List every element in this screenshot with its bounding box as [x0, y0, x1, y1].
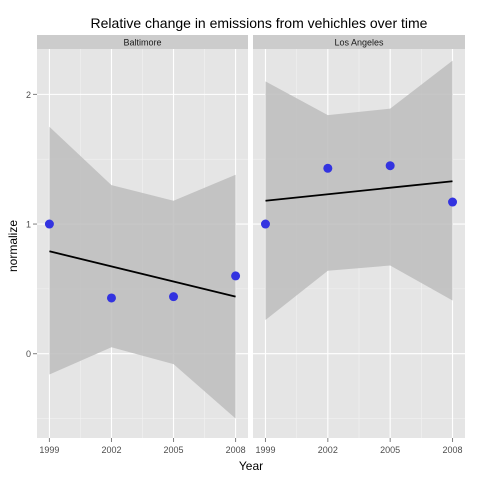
x-tick-label: 1999	[255, 445, 275, 455]
confidence-band	[49, 126, 236, 419]
x-axis-label: Year	[239, 459, 263, 473]
facet-panels: Baltimore 1999 2002 2005 2008 Los Angeles 1999…	[37, 35, 465, 455]
y-tick-label: 0	[26, 349, 31, 359]
facet-panel: Baltimore 1999 2002 2005 2008	[37, 35, 248, 455]
x-tick-label: 2005	[164, 445, 184, 455]
fit-line	[265, 180, 453, 202]
fit-line	[49, 250, 236, 298]
x-tick-label: 2005	[380, 445, 400, 455]
data-point	[385, 161, 395, 171]
facet-strip-label: Baltimore	[123, 38, 161, 48]
facet-strip	[253, 35, 465, 49]
y-tick-label: 2	[26, 90, 31, 100]
x-tick-label: 2002	[318, 445, 338, 455]
data-point	[260, 219, 270, 229]
facet-strip-label: Los Angeles	[334, 38, 384, 48]
y-axis-label: normalize	[6, 220, 20, 272]
data-point	[106, 293, 116, 303]
y-tick-label: 1	[26, 220, 31, 230]
facet-panel: Los Angeles 1999 2002 2005 2008	[253, 35, 465, 455]
data-point	[169, 292, 179, 302]
facet-strip	[37, 35, 248, 49]
chart-title: Relative change in emissions from vehich…	[91, 15, 428, 31]
data-point	[231, 271, 241, 281]
x-tick-label: 2002	[101, 445, 121, 455]
x-tick-label: 1999	[39, 445, 59, 455]
x-tick-label: 2008	[443, 445, 463, 455]
data-point	[448, 197, 458, 207]
y-axis-ticks: 0 1 2	[26, 90, 37, 359]
x-tick-label: 2008	[226, 445, 246, 455]
data-point	[44, 219, 54, 229]
data-point	[323, 163, 333, 173]
